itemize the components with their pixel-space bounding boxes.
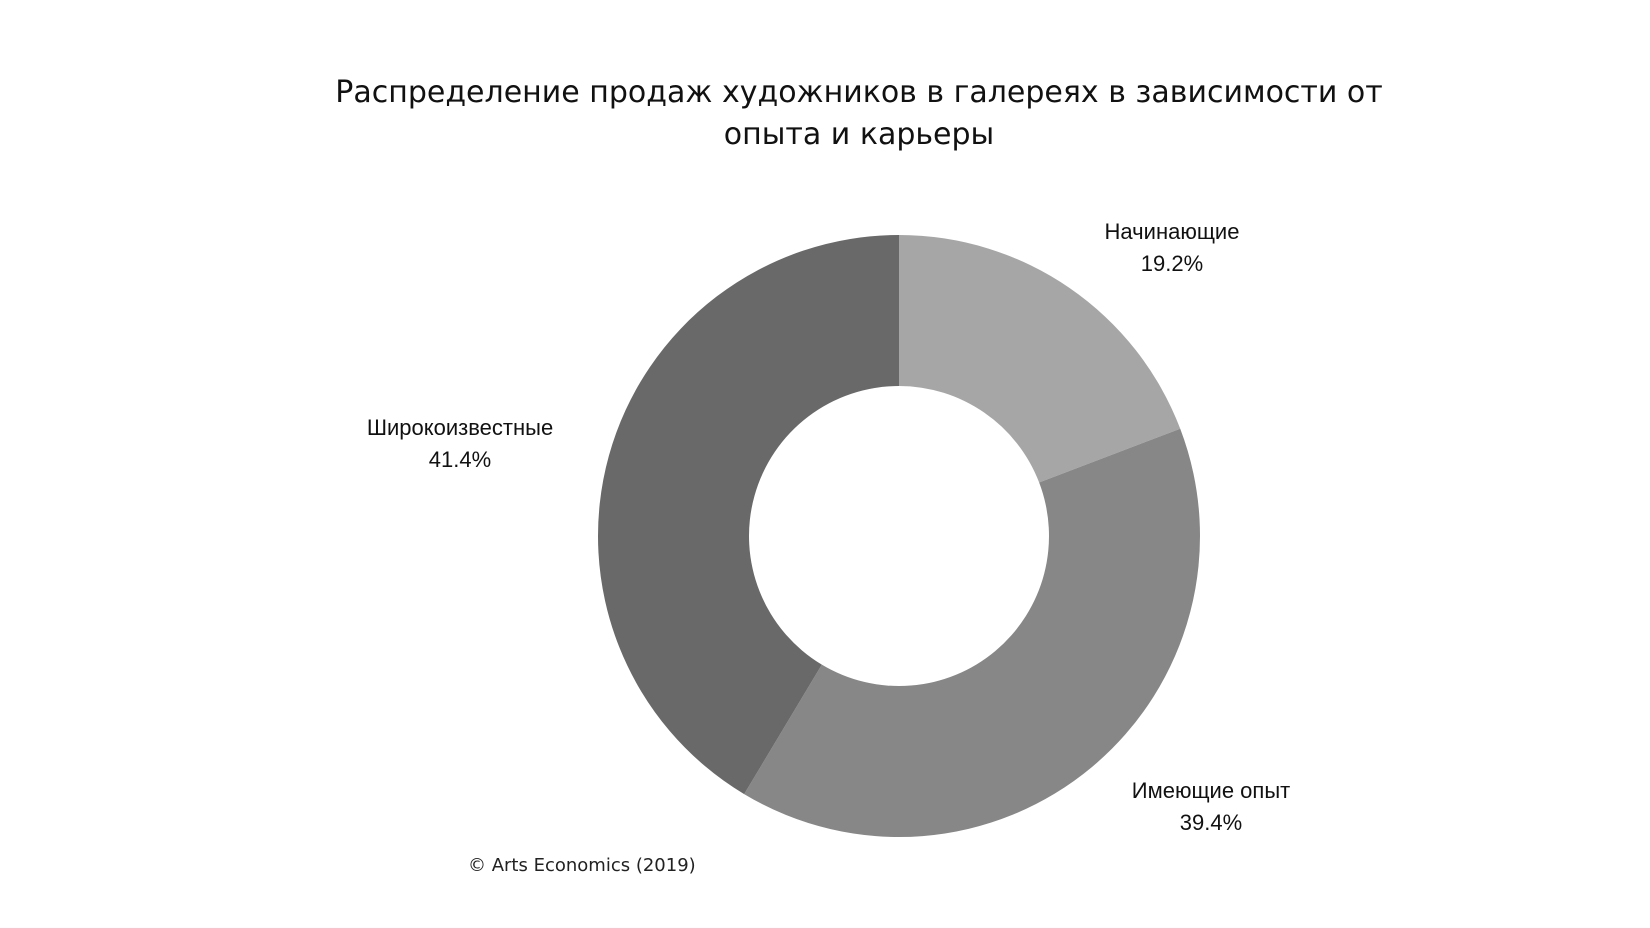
slice-label-experienced: Имеющие опыт 39.4% [1132,775,1290,839]
slice-label-beginners: Начинающие 19.2% [1105,216,1240,280]
slice-experienced [744,428,1200,838]
chart-title: Распределение продаж художников в галере… [0,72,1650,156]
slice-well-known [598,235,899,795]
slice-label-well-known-name: Широкоизвестные [366,415,554,440]
slice-label-beginners-name: Начинающие [1104,219,1240,244]
chart-title-line-1: Распределение продаж художников в галере… [335,75,1383,111]
slice-label-beginners-value: 19.2% [1140,251,1204,276]
slice-label-experienced-name: Имеющие опыт [1131,778,1291,803]
chart-title-line-2: опыта и карьеры [723,117,995,153]
slice-label-well-known: Широкоизвестные 41.4% [367,412,553,476]
slice-beginners [899,235,1181,483]
slice-label-experienced-value: 39.4% [1179,810,1243,835]
source-credit: © Arts Economics (2019) [468,855,696,876]
slice-label-well-known-value: 41.4% [428,447,492,472]
